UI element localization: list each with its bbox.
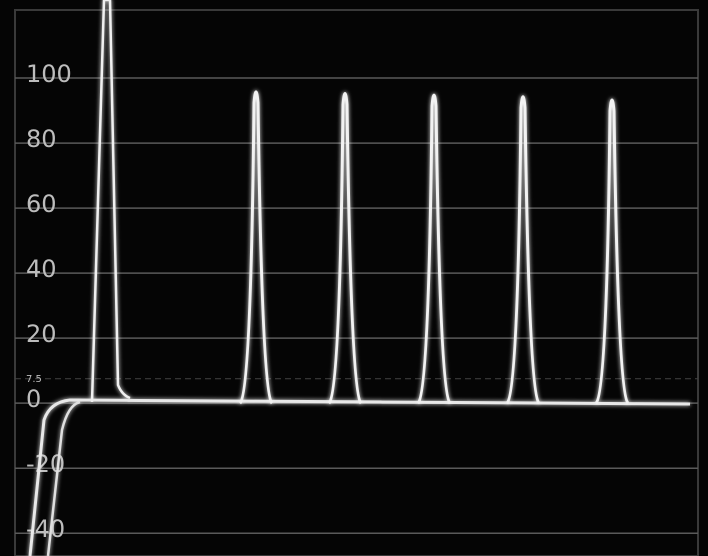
y-tick-label: 7.5 [26, 374, 42, 385]
y-tick-label: 80 [26, 125, 57, 153]
page: -40-2007.520406080100 (() => { const dat… [0, 0, 708, 556]
y-tick-label: 20 [26, 320, 57, 348]
y-tick-label: 60 [26, 190, 57, 218]
screen [0, 0, 708, 556]
y-tick-label: 100 [26, 60, 72, 88]
chart: -40-2007.520406080100 [0, 0, 708, 556]
y-tick-label: 40 [26, 255, 57, 283]
y-tick-label: 0 [26, 385, 41, 413]
